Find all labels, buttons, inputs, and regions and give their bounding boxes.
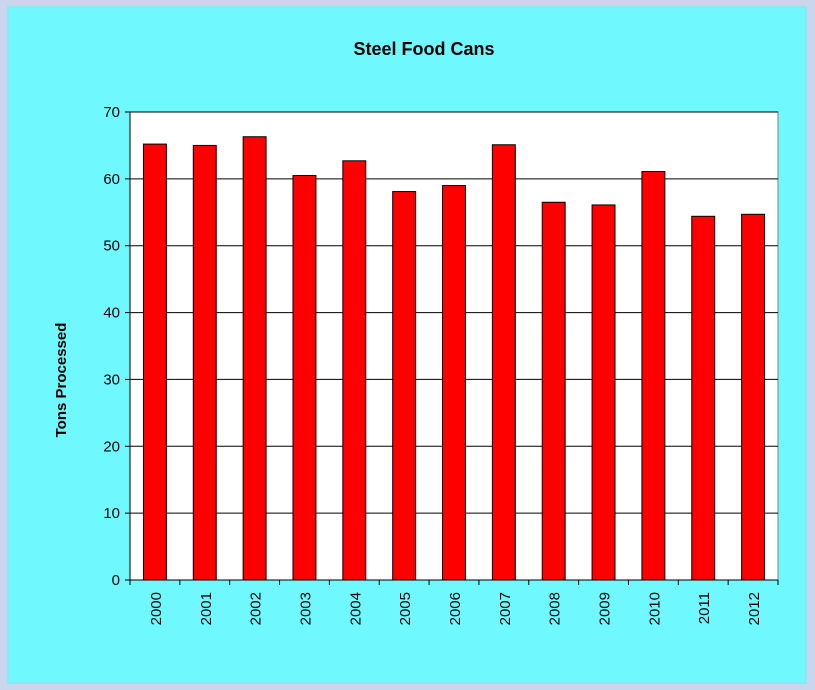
bar-2009 <box>591 204 616 581</box>
x-tick-label: 2004 <box>347 592 364 625</box>
bar-2000 <box>142 143 167 581</box>
x-tick-label: 2003 <box>297 592 314 625</box>
bar-2001 <box>192 144 217 581</box>
x-tick-label: 2011 <box>696 592 713 624</box>
y-tick-label: 10 <box>103 505 120 522</box>
bar-2008 <box>541 201 566 581</box>
y-tick-label: 60 <box>103 171 120 188</box>
x-tick-label: 2012 <box>746 592 763 625</box>
bar-2007 <box>491 144 516 581</box>
x-tick-label: 2005 <box>397 592 414 625</box>
chart-svg: Steel Food Cans Tons Processed 0 10 20 30 40… <box>53 39 779 625</box>
bar-2005 <box>392 191 417 581</box>
y-tick-label: 70 <box>103 104 120 121</box>
x-tick-label: 2010 <box>646 592 663 625</box>
bar-2011 <box>691 215 716 581</box>
bar-2002 <box>242 136 267 581</box>
axes <box>125 111 779 585</box>
y-tick-label: 0 <box>112 572 120 589</box>
x-tick-label: 2007 <box>497 592 514 625</box>
bar-2006 <box>442 185 466 581</box>
x-tick-labels: 2000 2001 2002 2003 2004 2005 2006 2007 2008 2009… <box>148 592 763 625</box>
bar-2003 <box>292 175 317 581</box>
y-tick-label: 40 <box>103 305 120 322</box>
y-tick-label: 30 <box>103 371 120 388</box>
y-tick-label: 50 <box>103 238 120 255</box>
y-axis-label: Tons Processed <box>53 323 70 438</box>
chart-title: Steel Food Cans <box>353 39 494 59</box>
chart-frame: Steel Food Cans Tons Processed 0 10 20 30 40… <box>7 6 807 684</box>
y-tick-label: 20 <box>103 438 120 455</box>
x-tick-label: 2000 <box>148 592 165 625</box>
x-tick-label: 2006 <box>447 592 464 625</box>
bar-2012 <box>741 213 766 581</box>
x-tick-label: 2009 <box>597 592 614 625</box>
bars <box>142 136 766 581</box>
bar-2004 <box>342 160 367 581</box>
x-tick-label: 2008 <box>547 592 564 625</box>
y-tick-labels: 0 10 20 30 40 50 60 70 <box>103 104 120 589</box>
bar-2010 <box>641 171 666 581</box>
x-tick-label: 2002 <box>248 592 265 625</box>
x-tick-label: 2001 <box>198 592 215 625</box>
